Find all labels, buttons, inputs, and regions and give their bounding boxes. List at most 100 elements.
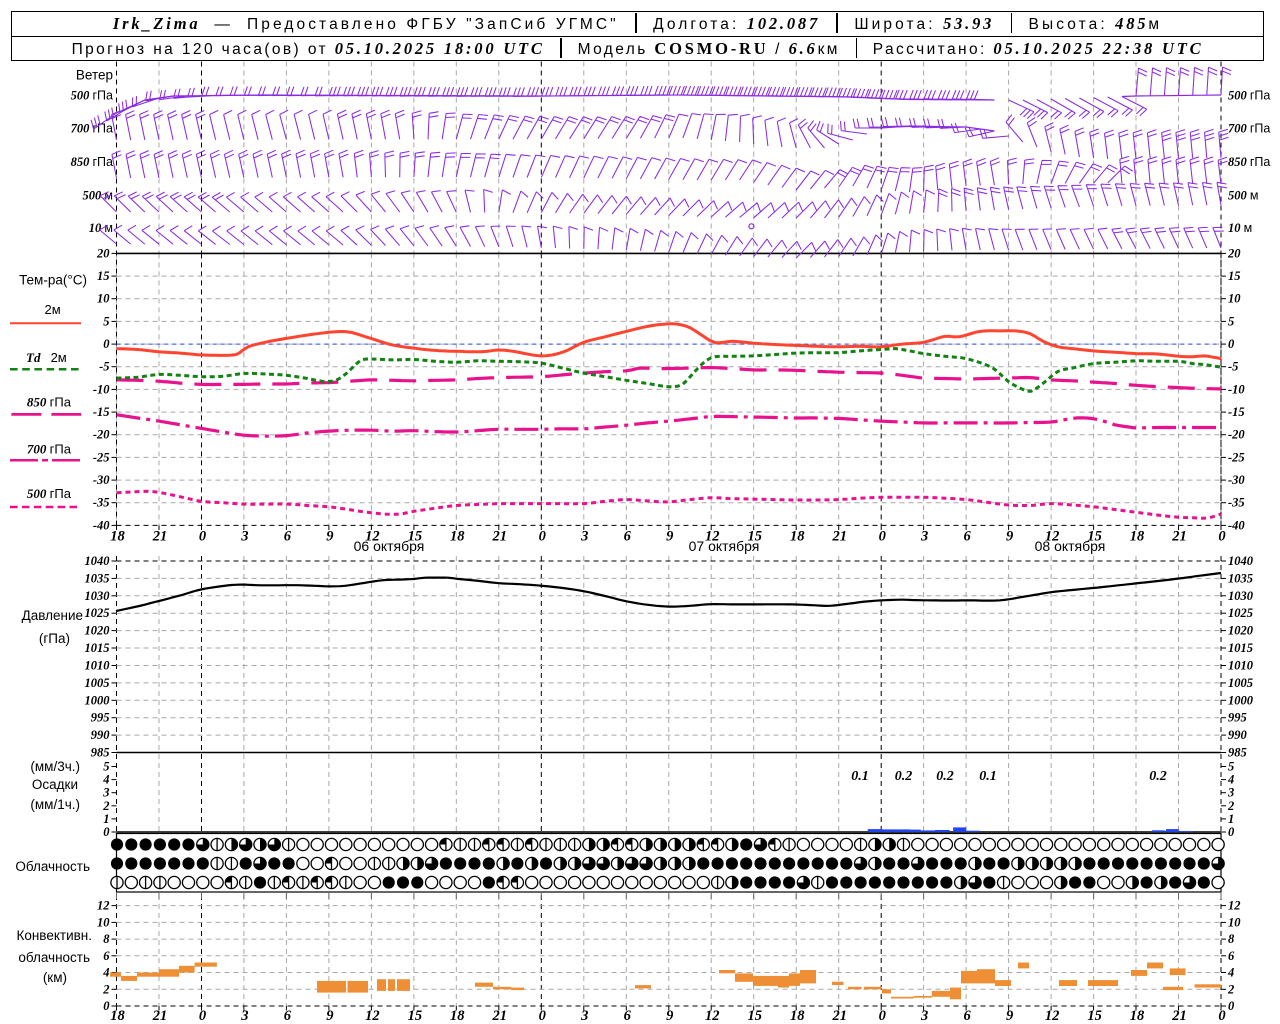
svg-text:6: 6 bbox=[624, 1008, 632, 1024]
svg-text:6: 6 bbox=[284, 1008, 292, 1024]
svg-text:5: 5 bbox=[1228, 314, 1234, 328]
svg-text:20: 20 bbox=[1227, 246, 1241, 260]
svg-text:3: 3 bbox=[920, 1008, 928, 1024]
svg-text:3: 3 bbox=[1227, 786, 1234, 800]
svg-text:1030: 1030 bbox=[85, 589, 111, 603]
svg-text:0: 0 bbox=[199, 529, 206, 545]
svg-text:1015: 1015 bbox=[85, 641, 110, 655]
svg-text:8: 8 bbox=[1228, 932, 1235, 946]
svg-text:18: 18 bbox=[110, 1008, 125, 1024]
svg-text:12: 12 bbox=[705, 1008, 720, 1024]
svg-text:1040: 1040 bbox=[85, 554, 111, 568]
svg-text:12: 12 bbox=[1045, 1008, 1060, 1024]
svg-text:21: 21 bbox=[492, 529, 508, 545]
svg-text:08 октября: 08 октября bbox=[1035, 538, 1106, 554]
svg-text:0: 0 bbox=[103, 337, 110, 351]
svg-text:985: 985 bbox=[1228, 746, 1247, 760]
svg-text:18: 18 bbox=[1130, 1008, 1145, 1024]
svg-text:-10: -10 bbox=[1228, 382, 1245, 396]
svg-text:990: 990 bbox=[91, 728, 111, 742]
svg-text:850 гПа: 850 гПа bbox=[27, 395, 72, 410]
svg-text:21: 21 bbox=[492, 1008, 508, 1024]
svg-text:облачность: облачность bbox=[18, 950, 90, 965]
svg-text:10 м: 10 м bbox=[1228, 221, 1252, 235]
svg-text:15: 15 bbox=[1087, 1008, 1102, 1024]
svg-text:2: 2 bbox=[1227, 799, 1234, 813]
svg-text:15: 15 bbox=[1228, 269, 1241, 283]
svg-text:0: 0 bbox=[879, 1008, 886, 1024]
svg-text:9: 9 bbox=[1006, 1008, 1013, 1024]
svg-text:9: 9 bbox=[326, 1008, 333, 1024]
svg-text:10 м: 10 м bbox=[89, 221, 113, 235]
svg-text:15: 15 bbox=[408, 529, 423, 545]
svg-text:12: 12 bbox=[97, 899, 110, 913]
svg-text:500 м: 500 м bbox=[1228, 189, 1258, 203]
svg-text:1: 1 bbox=[1228, 812, 1234, 826]
svg-text:3: 3 bbox=[580, 529, 588, 545]
svg-text:850 гПа: 850 гПа bbox=[1228, 155, 1270, 169]
svg-text:0: 0 bbox=[1228, 337, 1235, 351]
svg-text:1035: 1035 bbox=[1228, 571, 1253, 585]
svg-text:6: 6 bbox=[284, 529, 292, 545]
svg-text:0.2: 0.2 bbox=[1149, 769, 1167, 784]
svg-text:0: 0 bbox=[199, 1008, 206, 1024]
svg-text:3: 3 bbox=[240, 1008, 248, 1024]
svg-text:6: 6 bbox=[624, 529, 632, 545]
svg-text:1025: 1025 bbox=[85, 606, 110, 620]
svg-text:2: 2 bbox=[1227, 982, 1234, 996]
svg-text:-40: -40 bbox=[1228, 518, 1245, 532]
svg-text:1035: 1035 bbox=[85, 571, 110, 585]
svg-text:-5: -5 bbox=[1228, 360, 1238, 374]
svg-text:1010: 1010 bbox=[85, 659, 111, 673]
svg-text:21: 21 bbox=[831, 1008, 847, 1024]
svg-text:5: 5 bbox=[103, 760, 109, 774]
svg-text:6: 6 bbox=[1228, 949, 1235, 963]
svg-text:9: 9 bbox=[666, 529, 673, 545]
svg-text:Конвективн.: Конвективн. bbox=[16, 928, 92, 943]
svg-text:12: 12 bbox=[365, 1008, 380, 1024]
svg-text:0: 0 bbox=[1228, 825, 1235, 839]
svg-text:-15: -15 bbox=[93, 405, 110, 419]
svg-text:500 гПа: 500 гПа bbox=[1228, 89, 1270, 103]
svg-text:5: 5 bbox=[103, 314, 109, 328]
svg-text:18: 18 bbox=[790, 1008, 805, 1024]
svg-text:21: 21 bbox=[1171, 529, 1187, 545]
svg-text:3: 3 bbox=[920, 529, 928, 545]
svg-text:6: 6 bbox=[963, 529, 971, 545]
svg-text:15: 15 bbox=[1087, 529, 1102, 545]
svg-text:2: 2 bbox=[102, 982, 109, 996]
svg-text:-5: -5 bbox=[99, 360, 109, 374]
svg-text:4: 4 bbox=[1227, 773, 1234, 787]
svg-text:3: 3 bbox=[102, 786, 109, 800]
svg-text:700 гПа: 700 гПа bbox=[1228, 122, 1270, 136]
svg-text:1: 1 bbox=[103, 812, 109, 826]
svg-text:Td 2м: Td 2м bbox=[26, 350, 67, 365]
svg-text:9: 9 bbox=[666, 1008, 673, 1024]
svg-text:Облачность: Облачность bbox=[15, 859, 90, 874]
svg-text:1020: 1020 bbox=[1228, 624, 1254, 638]
svg-text:6: 6 bbox=[963, 1008, 971, 1024]
svg-text:10: 10 bbox=[97, 292, 110, 306]
svg-text:0.1: 0.1 bbox=[979, 769, 997, 784]
svg-text:-15: -15 bbox=[1228, 405, 1245, 419]
svg-text:21: 21 bbox=[831, 529, 847, 545]
svg-text:1025: 1025 bbox=[1228, 606, 1253, 620]
svg-text:18: 18 bbox=[1130, 529, 1145, 545]
svg-text:0: 0 bbox=[1228, 999, 1235, 1013]
svg-text:1005: 1005 bbox=[1228, 676, 1253, 690]
svg-text:700 гПа: 700 гПа bbox=[71, 122, 113, 136]
svg-text:07 октября: 07 октября bbox=[689, 538, 760, 554]
svg-text:(гПа): (гПа) bbox=[39, 631, 70, 646]
svg-text:12: 12 bbox=[365, 529, 380, 545]
svg-text:0: 0 bbox=[103, 825, 110, 839]
svg-text:10: 10 bbox=[97, 915, 110, 929]
svg-text:15: 15 bbox=[408, 1008, 423, 1024]
svg-text:18: 18 bbox=[450, 529, 465, 545]
svg-text:15: 15 bbox=[747, 529, 762, 545]
svg-text:500 гПа: 500 гПа bbox=[71, 89, 113, 103]
svg-text:18: 18 bbox=[790, 529, 805, 545]
svg-text:06 октября: 06 октября bbox=[354, 538, 425, 554]
svg-text:-40: -40 bbox=[93, 518, 110, 532]
svg-text:6: 6 bbox=[103, 949, 110, 963]
svg-text:3: 3 bbox=[240, 529, 248, 545]
